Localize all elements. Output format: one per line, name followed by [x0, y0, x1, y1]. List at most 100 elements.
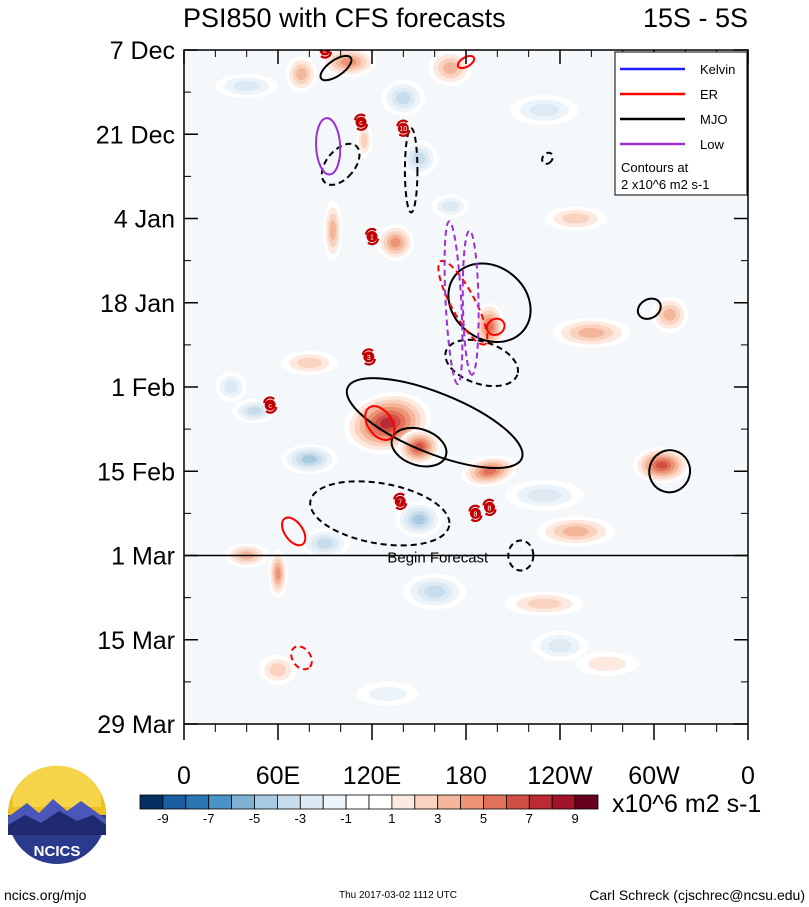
tc-symbol-5: c — [263, 396, 278, 414]
anomaly-blob-5 — [529, 103, 560, 117]
tc-label: c — [268, 403, 272, 410]
tc-label: 7 — [398, 499, 402, 506]
colorbar-units: x10^6 m2 s-1 — [612, 790, 761, 818]
x-tick-label-1: 60E — [256, 762, 300, 790]
colorbar-swatch-13 — [437, 794, 462, 810]
colorbar-swatch-4 — [231, 794, 255, 810]
anomaly-blob-2 — [443, 62, 458, 75]
mjo-contour-0 — [319, 54, 353, 82]
anomaly-blob-30 — [275, 566, 281, 581]
tc-swirl — [263, 396, 278, 414]
colorbar-swatch-16 — [505, 794, 530, 810]
mjo-contour-7 — [636, 297, 662, 320]
tc-label: c — [359, 120, 363, 127]
tc-swirl — [353, 113, 369, 131]
anomaly-blob-4 — [396, 92, 411, 105]
tc-core — [355, 116, 367, 128]
wave-contours — [281, 54, 692, 671]
anomaly-blob-29 — [424, 585, 446, 598]
mjo-contour-11 — [541, 151, 554, 165]
anomaly-blob-33 — [269, 663, 287, 677]
legend-label-low: Low — [700, 137, 724, 152]
tc-label: 8 — [473, 511, 477, 518]
mjo-contour-1 — [320, 142, 361, 186]
colorbar-swatch-1 — [162, 794, 187, 810]
tc-core — [366, 231, 378, 243]
er-contour-15 — [364, 405, 396, 441]
colorbar-swatch-5 — [254, 794, 278, 810]
tc-swirl — [364, 227, 380, 246]
anomaly-blob-15 — [663, 308, 676, 321]
anomaly-blob-35 — [588, 656, 626, 672]
legend-box — [614, 51, 748, 196]
footer-site: ncics.org/mjo — [4, 887, 87, 903]
region-label: 15S - 5S — [643, 3, 748, 33]
colorbar-swatch-9 — [345, 794, 370, 810]
logo-sky — [13, 765, 101, 807]
tc-core — [363, 351, 375, 363]
colorbar-tick-label-9: 9 — [571, 811, 578, 826]
anomaly-blob-3 — [233, 80, 261, 92]
tc-core — [394, 495, 406, 507]
colorbar-swatch-0 — [139, 794, 164, 810]
anomaly-blob-26 — [316, 538, 334, 549]
anomaly-blob-31 — [527, 598, 562, 609]
low-contour-18 — [315, 117, 342, 176]
anomaly-blob-12 — [562, 213, 590, 224]
colorbar-swatch-17 — [528, 794, 553, 810]
forecast-label: Begin Forecast — [387, 550, 489, 567]
mjo-contour-4 — [444, 338, 520, 388]
colorbar-swatch-14 — [460, 794, 484, 810]
tc-symbol-6: 7 — [393, 492, 408, 510]
anomaly-blob-8 — [360, 132, 368, 149]
tc-label: e — [323, 48, 327, 55]
chart-title: PSI850 with CFS forecasts — [183, 3, 506, 33]
anomaly-blob-25 — [412, 514, 426, 525]
tc-core — [469, 507, 481, 519]
colorbar-swatch-11 — [391, 794, 416, 810]
tc-core — [397, 122, 409, 134]
er-contour-17 — [290, 645, 313, 671]
low-contour-19 — [443, 220, 464, 386]
tc-label: 10 — [399, 126, 407, 133]
colorbar-swatch-19 — [574, 794, 599, 810]
tc-core — [319, 50, 331, 56]
anomaly-blob-34 — [368, 686, 407, 702]
legend: Kelvin ER MJO Low Contours at 2 x10^6 m2 s-… — [614, 51, 748, 196]
x-tick-label-3: 180 — [445, 762, 487, 790]
colorbar-swatch-3 — [208, 794, 232, 810]
colorbar-tick-label-8: 7 — [526, 811, 533, 826]
anomaly-blob-21 — [483, 467, 496, 475]
axis-ticks: 7 Dec 21 Dec 4 Jan 18 Jan 1 Feb 15 Feb 1 Mar 15… — [96, 37, 755, 790]
y-tick-label-4: 1 Feb — [111, 374, 175, 402]
y-tick-label-0: 7 Dec — [110, 37, 175, 65]
anomaly-blob-10 — [390, 237, 401, 248]
colorbar-tick-label-7: 5 — [480, 811, 487, 826]
anomaly-blob-32 — [547, 639, 573, 653]
colorbar-tick-label-5: 1 — [388, 811, 395, 826]
tc-swirl — [468, 504, 483, 522]
colorbar-swatch-7 — [299, 794, 324, 810]
tc-symbol-3: 1 — [364, 227, 380, 246]
legend-label-er: ER — [700, 87, 718, 102]
legend-label-mjo: MJO — [700, 112, 727, 127]
anomaly-blob-24 — [527, 488, 562, 502]
colorbar-tick-label-6: 3 — [434, 811, 441, 826]
x-tick-label-6: 0 — [741, 762, 755, 790]
x-tick-label-2: 120E — [343, 762, 401, 790]
colorbar-swatch-6 — [276, 794, 301, 810]
y-tick-label-7: 15 Mar — [97, 627, 175, 655]
colorbar-tick-label-0: -9 — [157, 811, 169, 826]
er-contour-12 — [456, 54, 476, 70]
anomaly-blob-18 — [247, 407, 262, 416]
anomaly-blob-17 — [224, 380, 238, 394]
er-contour-14 — [486, 317, 506, 336]
y-tick-label-1: 21 Dec — [96, 121, 175, 149]
footer-author: Carl Schreck (cjschrec@ncsu.edu) — [589, 887, 805, 903]
legend-note-line2: 2 x10^6 m2 s-1 — [621, 177, 709, 192]
tc-symbols: e c 10 1 3 c 7 8 8 — [263, 48, 497, 522]
legend-note-line1: Contours at — [621, 160, 689, 175]
tc-core — [484, 501, 495, 513]
anomaly-blob-9 — [329, 220, 336, 241]
colorbar-swatch-2 — [185, 794, 210, 810]
